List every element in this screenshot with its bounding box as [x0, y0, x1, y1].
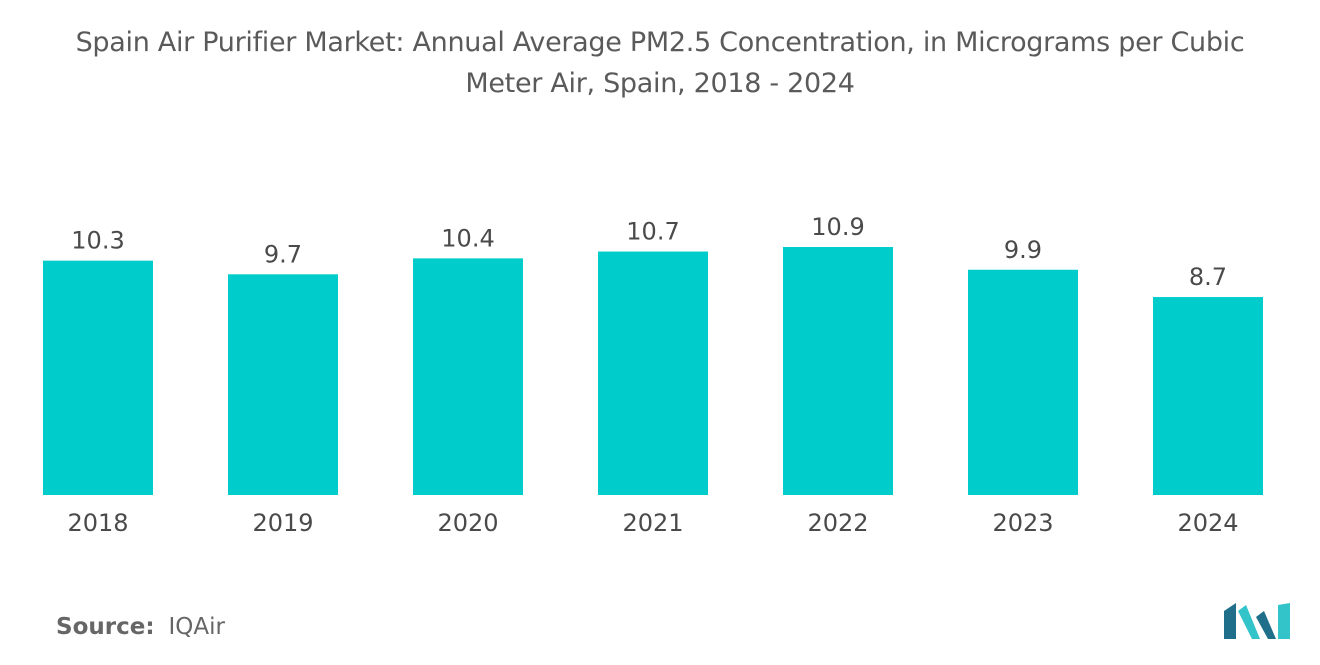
data-label-2020: 10.4 — [441, 224, 494, 252]
bar-2018 — [43, 260, 153, 495]
bar-2023 — [968, 269, 1078, 495]
source-value: IQAir — [168, 614, 225, 640]
x-tick-label-2018: 2018 — [67, 509, 128, 537]
data-label-2022: 10.9 — [811, 213, 864, 241]
bar-2022 — [783, 247, 893, 495]
bar-2021 — [598, 251, 708, 495]
data-label-2024: 8.7 — [1189, 263, 1227, 291]
x-tick-label-2019: 2019 — [252, 509, 313, 537]
data-label-2023: 9.9 — [1004, 236, 1042, 264]
x-tick-label-2020: 2020 — [437, 509, 498, 537]
bar-2019 — [228, 274, 338, 495]
data-label-2021: 10.7 — [626, 218, 679, 246]
data-label-2019: 9.7 — [264, 240, 302, 268]
data-label-2018: 10.3 — [71, 227, 124, 255]
mordor-logo-icon — [1224, 603, 1290, 639]
source-note: Source: IQAir — [56, 614, 225, 640]
x-tick-label-2023: 2023 — [992, 509, 1053, 537]
bar-2020 — [413, 258, 523, 495]
x-tick-label-2024: 2024 — [1177, 509, 1238, 537]
bar-2024 — [1153, 297, 1263, 495]
source-label: Source: — [56, 614, 155, 640]
bar-chart: 10.3 2018 9.7 2019 10.4 2020 10.7 2021 10.9 2022 9… — [43, 213, 1263, 537]
chart-title: Spain Air Purifier Market: Annual Averag… — [75, 27, 1245, 99]
x-tick-label-2022: 2022 — [807, 509, 868, 537]
x-tick-label-2021: 2021 — [622, 509, 683, 537]
